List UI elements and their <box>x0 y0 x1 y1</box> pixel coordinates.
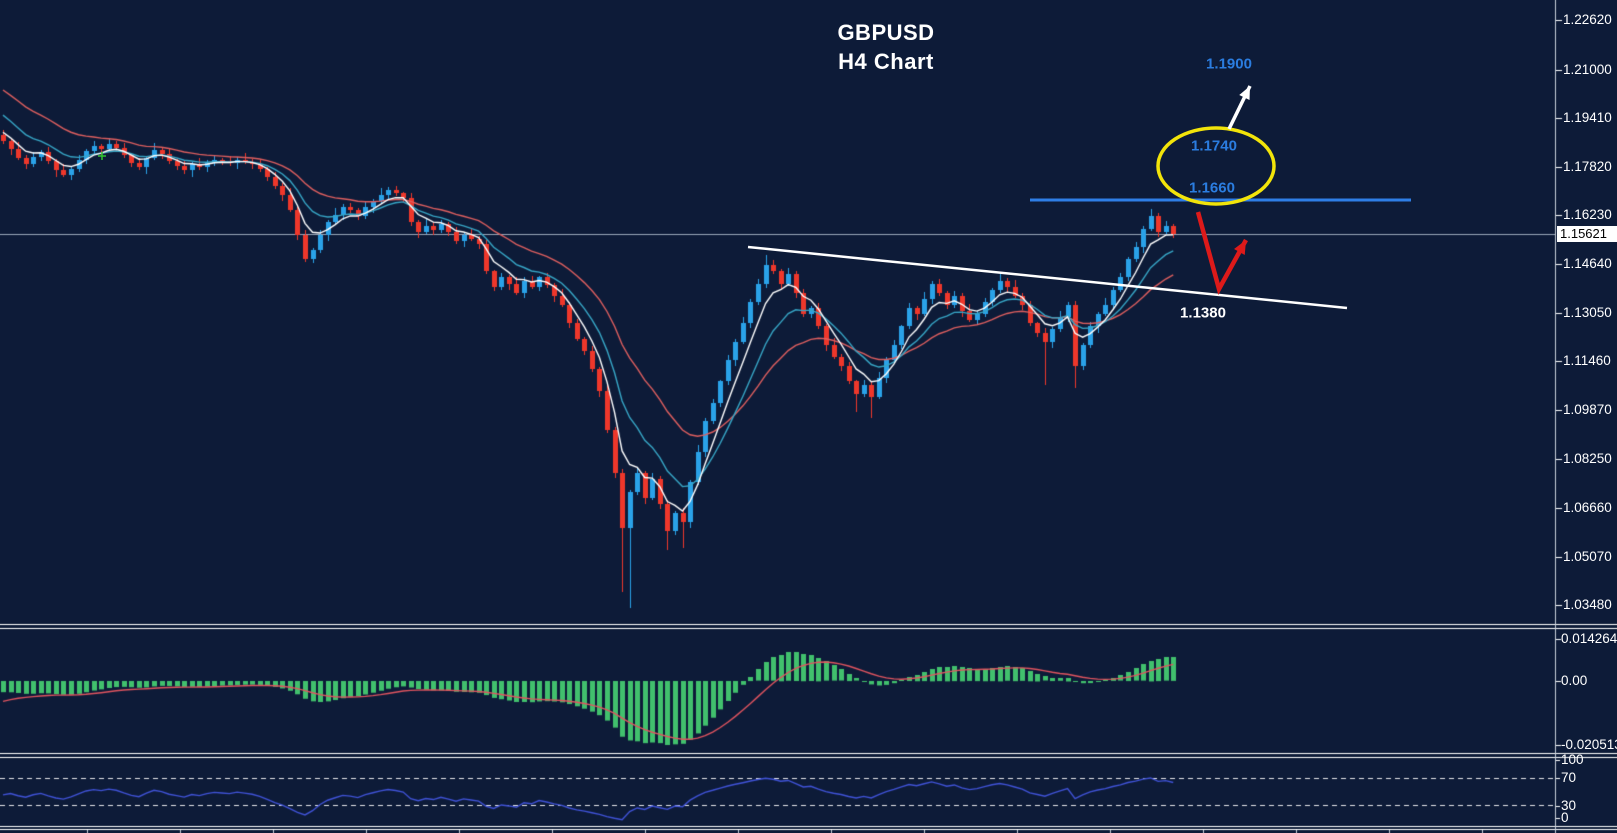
price-axis-label: 1.17820 <box>1563 159 1612 174</box>
resistance-zone-lower-label[interactable]: 1.1660 <box>1189 179 1235 197</box>
price-axis-label: 1.09870 <box>1563 402 1612 417</box>
resistance-zone-upper-label[interactable]: 1.1740 <box>1191 137 1237 155</box>
price-axis-label: 1.16230 <box>1563 207 1612 222</box>
macd-axis-label: -0.020513 <box>1561 737 1617 752</box>
rsi-axis-label: 70 <box>1561 770 1577 785</box>
price-axis-label: 1.13050 <box>1563 305 1612 320</box>
pullback-bounce-arrowhead[interactable] <box>1234 240 1246 255</box>
macd-axis-label: 0.014264 <box>1561 631 1617 646</box>
price-axis-label: 1.19410 <box>1563 110 1612 125</box>
resistance-zone-ellipse[interactable] <box>1156 126 1276 206</box>
descending-trendline[interactable] <box>747 245 1348 310</box>
price-axis-label: 1.21000 <box>1563 62 1612 77</box>
chart-title: GBPUSD H4 Chart <box>837 18 934 76</box>
target-price-label[interactable]: 1.1900 <box>1206 55 1252 73</box>
pullback-bounce-arrow[interactable] <box>1195 211 1248 295</box>
price-axis-label: 1.14640 <box>1563 256 1612 271</box>
price-axis-label: 1.08250 <box>1563 451 1612 466</box>
price-axis-label: 1.03480 <box>1563 597 1612 612</box>
chart-title-symbol: GBPUSD <box>837 20 935 45</box>
current-price-badge: 1.15621 <box>1557 226 1617 242</box>
macd-axis-label: 0.00 <box>1561 673 1588 688</box>
chart-title-timeframe: H4 Chart <box>838 49 934 74</box>
rsi-axis-label: 100 <box>1561 752 1584 767</box>
support-price-label[interactable]: 1.1380 <box>1180 304 1226 322</box>
price-axis-label: 1.06660 <box>1563 500 1612 515</box>
rsi-axis-label: 0 <box>1561 810 1569 825</box>
price-axis-label: 1.05070 <box>1563 549 1612 564</box>
bullish-target-arrowhead[interactable] <box>1239 86 1250 100</box>
price-axis-label: 1.11460 <box>1563 353 1611 368</box>
price-axis-label: 1.22620 <box>1563 12 1612 27</box>
rsi-axis-label: 30 <box>1561 798 1577 813</box>
